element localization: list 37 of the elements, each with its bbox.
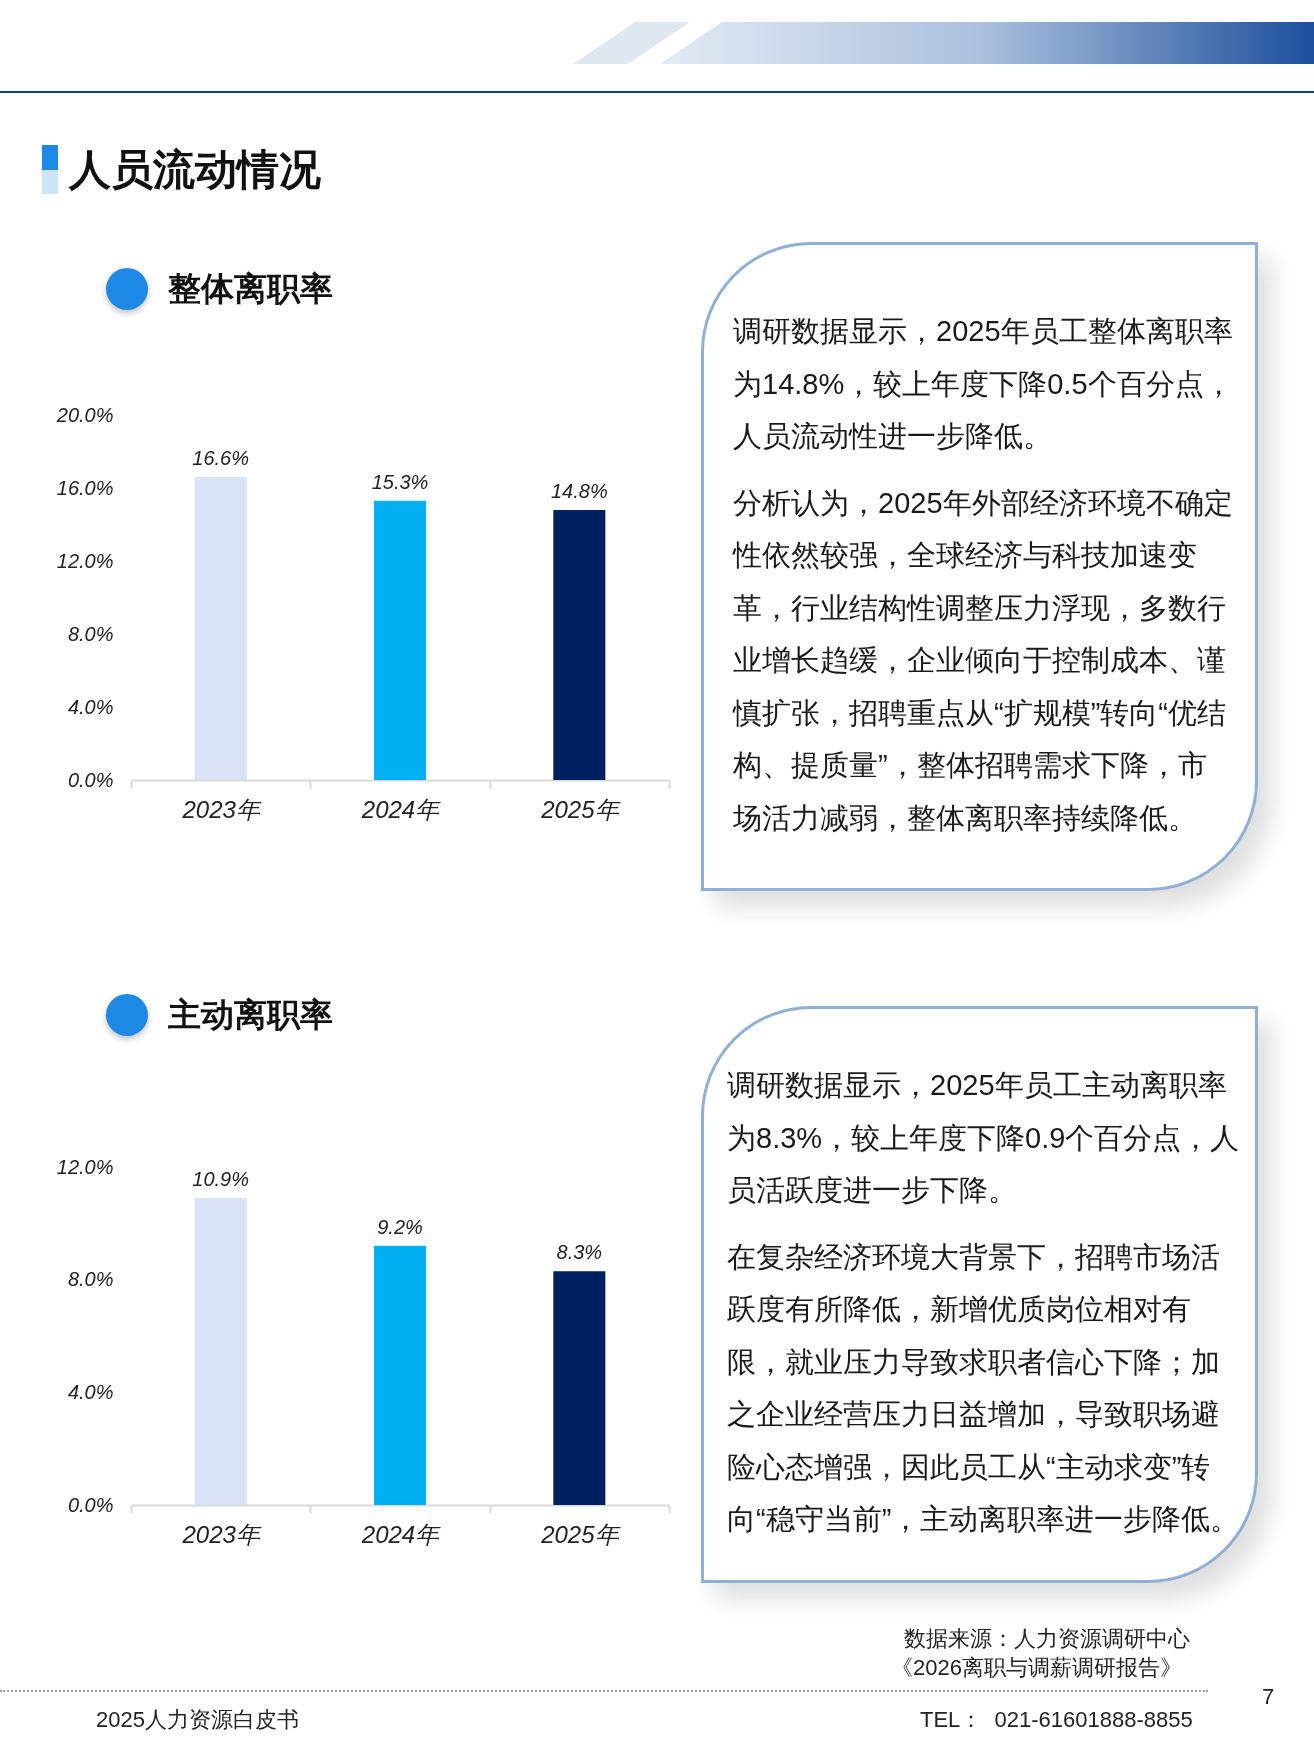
x-tick-label: 2025年 xyxy=(540,795,621,823)
y-tick-label: 4.0% xyxy=(67,695,114,718)
text: 7 xyxy=(1262,1683,1275,1711)
text: 在复杂经济环境大背景下，招聘市场活跃度有所降低，新增优质岗位相对有限，就业压力导致求职者信心下降；加之企业经营压力日益增加，导致职场避险心态增强，因此员工从“主动求变”转向“稳守当前”，主动离职率进一步降低。 xyxy=(727,1239,1241,1537)
x-tick-label: 2023年 xyxy=(181,1520,262,1548)
data-label: 10.9% xyxy=(192,1167,250,1190)
y-tick-label: 16.0% xyxy=(56,476,114,499)
x-tick-label: 2023年 xyxy=(181,795,262,823)
text: TEL： 021-61601888-8855 xyxy=(920,1706,1193,1734)
y-tick-label: 0.0% xyxy=(67,768,114,791)
data-label: 9.2% xyxy=(377,1215,423,1238)
y-tick-label: 8.0% xyxy=(67,1268,114,1291)
text: 调研数据显示，2025年员工主动离职率为8.3%，较上年度下降0.9个百分点，人员活跃度进一步下降。 xyxy=(727,1068,1241,1208)
chart-title: 主动离职率 xyxy=(168,995,333,1035)
x-tick-label: 2024年 xyxy=(360,795,442,823)
y-tick-label: 12.0% xyxy=(56,1155,114,1178)
text: 人员流动情况 xyxy=(69,145,321,195)
chart-title: 整体离职率 xyxy=(168,269,333,309)
data-label: 8.3% xyxy=(556,1241,603,1264)
y-tick-label: 4.0% xyxy=(67,1380,114,1403)
x-tick-label: 2025年 xyxy=(540,1520,621,1548)
text: 分析认为，2025年外部经济环境不确定性依然较强，全球经济与科技加速变革，行业结构性调整压力浮现，多数行业增长趋缓，企业倾向于控制成本、谨慎扩张，招聘重点从“扩规模”转向“优结构、提质量”，整体招聘需求下降，市场活力减弱，整体离职率持续降低。 xyxy=(733,485,1233,836)
source-note: 数据来源：人力资源调研中心 xyxy=(904,1625,1190,1653)
y-tick-label: 0.0% xyxy=(67,1493,114,1516)
y-tick-label: 8.0% xyxy=(67,622,114,645)
x-tick-label: 2024年 xyxy=(360,1520,442,1548)
bar xyxy=(194,1197,247,1505)
bar xyxy=(374,1245,426,1505)
text: 2025人力资源白皮书 xyxy=(96,1706,299,1734)
data-label: 16.6% xyxy=(192,447,250,470)
bar xyxy=(553,1271,606,1505)
data-label: 14.8% xyxy=(550,479,608,502)
text: 调研数据显示，2025年员工整体离职率为14.8%，较上年度下降0.5个百分点，人员流动性进一步降低。 xyxy=(733,314,1233,454)
data-label: 15.3% xyxy=(371,470,429,493)
y-tick-label: 20.0% xyxy=(55,403,114,426)
y-tick-label: 12.0% xyxy=(56,549,114,572)
text: 《2026离职与调薪调研报告》 xyxy=(891,1654,1182,1682)
